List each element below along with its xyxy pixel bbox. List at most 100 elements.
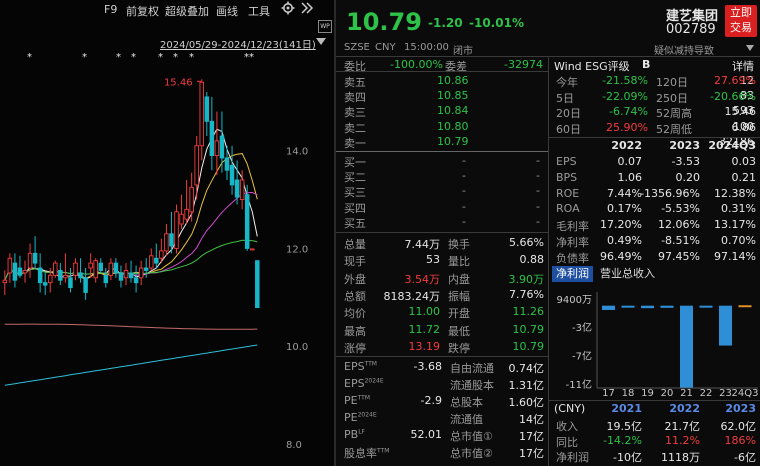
fundamental-label: PBLF — [344, 428, 365, 441]
company-name: 建艺集团 — [666, 9, 719, 24]
ma120-line — [4, 323, 258, 330]
profit-bar — [602, 305, 615, 310]
esg-rating: B — [642, 58, 651, 71]
annual-row-label: 收入 — [556, 420, 578, 433]
fundamental-label-superscript: TTM — [364, 360, 377, 368]
super-overlay-button[interactable]: 超级叠加 — [165, 5, 209, 18]
fundamental-value: 52.01 — [410, 428, 443, 441]
candle — [78, 258, 83, 283]
ask-price: 10.79 — [437, 134, 469, 148]
ask-volume: 100 — [733, 119, 754, 133]
candle-body — [68, 277, 73, 289]
currency-label: CNY — [375, 42, 396, 53]
weibi-value: -100.00% — [390, 58, 443, 71]
ask-volume: 593 — [733, 104, 754, 118]
detail-link[interactable]: 详情 — [732, 60, 754, 73]
annual-year-header: 2022 — [669, 402, 700, 415]
candle — [189, 172, 194, 222]
annual-value: 19.5亿 — [606, 420, 643, 433]
ma250-line — [4, 344, 258, 386]
f9-button[interactable]: F9 — [104, 3, 118, 16]
tab-net-profit[interactable]: 净利润 — [552, 266, 593, 282]
kline-panel[interactable]: F9 前复权 超级叠加 画线 工具 WP 2024/05/29-2024/12/… — [0, 0, 334, 466]
stat-label: 外盘 — [344, 272, 366, 286]
ratio-value: -5.53% — [661, 202, 700, 216]
stat-label: 换手 — [448, 238, 470, 251]
ratio-value: 13.17% — [714, 218, 756, 232]
candle — [174, 204, 179, 254]
candle — [42, 272, 48, 295]
ratio-value: 96.49% — [600, 249, 642, 263]
annual-value: 21.7亿 — [664, 420, 701, 433]
event-star-marker: ** — [244, 52, 254, 63]
profit-bar — [641, 305, 654, 309]
event-star-marker: * — [131, 52, 136, 63]
news-tag[interactable]: 疑似减持导致 — [654, 46, 714, 57]
fundamental-label-superscript: TTM — [377, 447, 390, 455]
perf-label: 20日 — [556, 107, 581, 120]
profit-bar — [699, 305, 713, 308]
event-star-marker: * — [189, 52, 194, 63]
candle-body — [42, 282, 48, 286]
candle — [22, 260, 28, 283]
profit-x-label: 19 — [641, 388, 654, 399]
fundamental-label: 自由流通 — [450, 362, 494, 375]
draw-line-button[interactable]: 画线 — [216, 5, 238, 18]
bid-price: - — [462, 184, 466, 198]
ratio-value: 17.20% — [600, 218, 642, 232]
fundamental-label-text: PB — [344, 428, 359, 441]
chevron-down-icon[interactable] — [746, 45, 754, 51]
candle — [143, 258, 149, 278]
ratio-value: 0.07 — [617, 155, 643, 168]
ratio-label: ROE — [556, 186, 580, 200]
candlestick-chart[interactable]: 14.012.010.08.015.46* * * * * * * ** — [0, 48, 334, 466]
stat-value: 7.76% — [509, 287, 544, 301]
double-chevron-right-icon[interactable] — [300, 2, 314, 17]
candle — [93, 258, 98, 283]
tab-total-revenue[interactable]: 营业总收入 — [600, 267, 655, 280]
event-star-marker: * — [116, 52, 121, 63]
profit-bar — [660, 305, 674, 308]
candle-body — [37, 267, 43, 284]
candle-body — [48, 274, 53, 284]
candle — [88, 253, 93, 278]
date-range-selector[interactable]: 2024/05/29-2024/12/23(141日) — [160, 40, 316, 51]
perf-value: -22.09% — [602, 89, 648, 103]
prev-adjust-button[interactable]: 前复权 — [126, 5, 159, 18]
stat-value: 10.79 — [512, 339, 545, 353]
market-status: 闭市 — [453, 46, 473, 57]
annual-year-header: 2021 — [611, 402, 642, 415]
quote-panel: 10.79 -1.20 -10.01% 建艺集团 002789 立即 交易 SZ… — [336, 0, 760, 466]
last-price: 10.79 — [346, 8, 422, 36]
profit-x-label: 18 — [622, 388, 635, 399]
fundamental-value: 14亿 — [519, 413, 544, 426]
perf-value: 15.46 — [724, 105, 757, 118]
bid-level-label: 买四 — [344, 201, 366, 215]
candle-body — [148, 255, 154, 269]
wp-icon[interactable]: WP — [318, 20, 332, 33]
fundamental-value: 17亿 — [519, 430, 544, 443]
profit-x-label: 22 — [700, 388, 713, 399]
candle-body — [2, 279, 8, 284]
candle — [219, 111, 225, 173]
candle — [194, 136, 199, 200]
ratio-label: BPS — [556, 170, 578, 184]
candle-body — [118, 272, 124, 281]
trade-now-button[interactable]: 立即 交易 — [725, 5, 757, 37]
y-tick-label: 12.0 — [286, 244, 308, 255]
chevron-down-icon[interactable] — [316, 38, 326, 45]
fundamental-value: 17亿 — [519, 447, 544, 460]
bid-volume: - — [536, 154, 540, 167]
tools-button[interactable]: 工具 — [248, 5, 270, 18]
candle-body — [73, 262, 78, 276]
candle-body — [204, 96, 210, 122]
candle-body — [184, 208, 189, 220]
fundamental-value: 0.74亿 — [508, 362, 545, 375]
candle-body — [143, 267, 149, 271]
panel-divider[interactable] — [334, 0, 336, 466]
candle — [154, 243, 159, 268]
gear-icon[interactable] — [281, 1, 295, 18]
candle-body — [214, 140, 220, 157]
candle-body — [138, 267, 144, 279]
perf-label: 5日 — [556, 91, 574, 105]
